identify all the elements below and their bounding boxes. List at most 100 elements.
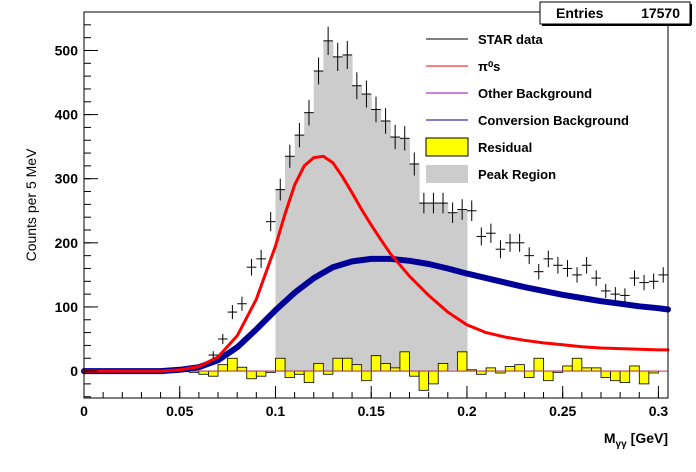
y-tick-label: 400 <box>55 107 79 123</box>
residual-bin <box>571 357 583 372</box>
data-point <box>380 108 391 134</box>
y-tick-label: 500 <box>55 42 79 58</box>
x-tick-label: 0.1 <box>266 403 286 419</box>
data-point <box>371 96 381 123</box>
residual-bin <box>236 366 248 372</box>
peak-region-bin <box>361 94 372 372</box>
peak-region-bin <box>275 189 286 372</box>
peak-region-bin <box>419 203 430 372</box>
data-point <box>476 227 487 246</box>
peak-region-bin <box>447 212 458 372</box>
peak-region-bin <box>323 40 334 372</box>
residual-bin <box>523 370 535 378</box>
data-point <box>457 199 467 220</box>
residual-bin <box>246 370 257 380</box>
data-point <box>533 263 544 280</box>
residual-bin <box>437 362 449 372</box>
residual-bin <box>409 370 420 377</box>
data-point <box>572 267 582 283</box>
data-point <box>610 287 621 302</box>
peak-region-bin <box>438 203 449 372</box>
peak-region-bin <box>342 54 353 372</box>
residual-bin <box>227 357 238 372</box>
legend-label: Other Background <box>478 86 592 101</box>
x-axis-title-sub: γγ <box>616 439 628 450</box>
data-point <box>629 270 640 286</box>
stats-box: Entries 17570 <box>539 1 692 26</box>
axes-layer: 0 0.05 0.1 0.15 0.2 0.25 0.3 0 100 200 300 400 500 <box>55 24 669 419</box>
conversion-layer <box>81 255 671 375</box>
data-point <box>428 192 439 214</box>
legend-box-swatch <box>426 165 468 183</box>
legend-item: Other Background <box>426 86 592 101</box>
residual-bin <box>610 370 621 382</box>
data-point <box>323 26 333 55</box>
residual-bin <box>284 370 296 378</box>
residual-bin <box>543 370 554 382</box>
residual-bin <box>217 364 229 372</box>
x-axis-title-main: M <box>604 430 616 446</box>
residual-bin <box>332 357 343 372</box>
peak-region-bin <box>390 137 401 372</box>
residual-bin <box>313 362 324 372</box>
legend-label: π⁰s <box>478 59 500 74</box>
data-point <box>265 212 276 232</box>
series-line <box>81 255 671 375</box>
residual-bin <box>208 370 219 377</box>
x-tick-label: 0.3 <box>649 403 669 419</box>
residual-bin <box>629 365 640 372</box>
data-point <box>543 250 554 268</box>
residual-bin <box>399 351 410 372</box>
data-point <box>581 256 592 274</box>
data-point <box>342 40 353 70</box>
residual-bin <box>370 355 382 372</box>
data-point <box>352 72 362 100</box>
peak-region-bin <box>399 138 411 372</box>
data-point <box>648 273 659 289</box>
x-tick-label: 0.05 <box>166 403 193 419</box>
data-point <box>639 274 649 291</box>
data-point <box>466 200 477 222</box>
data-point <box>505 233 515 252</box>
residual-bin <box>418 370 430 391</box>
data-point <box>562 260 573 277</box>
series-line <box>82 154 670 373</box>
stats-entries-value: 17570 <box>641 5 680 21</box>
plot-frame <box>83 11 669 399</box>
legend-item: Conversion Background <box>426 113 629 128</box>
data-point <box>524 247 534 264</box>
residual-bin <box>638 370 650 385</box>
legend-label: Peak Region <box>478 167 556 182</box>
data-point <box>361 80 372 108</box>
x-tick-label: 0.2 <box>457 403 477 419</box>
data-point <box>237 296 247 311</box>
data-point <box>227 305 238 320</box>
y-axis-title: Counts per 5 MeV <box>23 148 39 261</box>
legend-item: Residual <box>425 137 532 157</box>
legend-item: STAR data <box>426 32 544 47</box>
data-point <box>313 57 324 85</box>
data-point <box>332 42 343 71</box>
residual-bin <box>456 351 468 372</box>
x-axis-title: Mγγ [GeV] <box>604 430 668 450</box>
data-point <box>419 192 429 214</box>
data-point <box>275 178 286 201</box>
residual-bin <box>504 366 516 372</box>
peak-region-bin <box>457 209 468 372</box>
residual-bin <box>351 364 363 372</box>
residual-bin <box>600 370 611 378</box>
peak-region-bin <box>409 163 420 372</box>
residual-bin <box>255 370 267 377</box>
residual-bin <box>380 362 391 372</box>
data-point <box>658 267 668 283</box>
data-point <box>246 258 257 276</box>
data-point <box>620 288 630 303</box>
data-point <box>285 144 295 168</box>
data-point <box>399 126 410 151</box>
residual-bin <box>533 357 544 372</box>
peak-region-bin <box>428 203 439 372</box>
data-point <box>447 202 458 223</box>
residual-bin <box>619 370 631 384</box>
residual-bin <box>428 370 439 385</box>
